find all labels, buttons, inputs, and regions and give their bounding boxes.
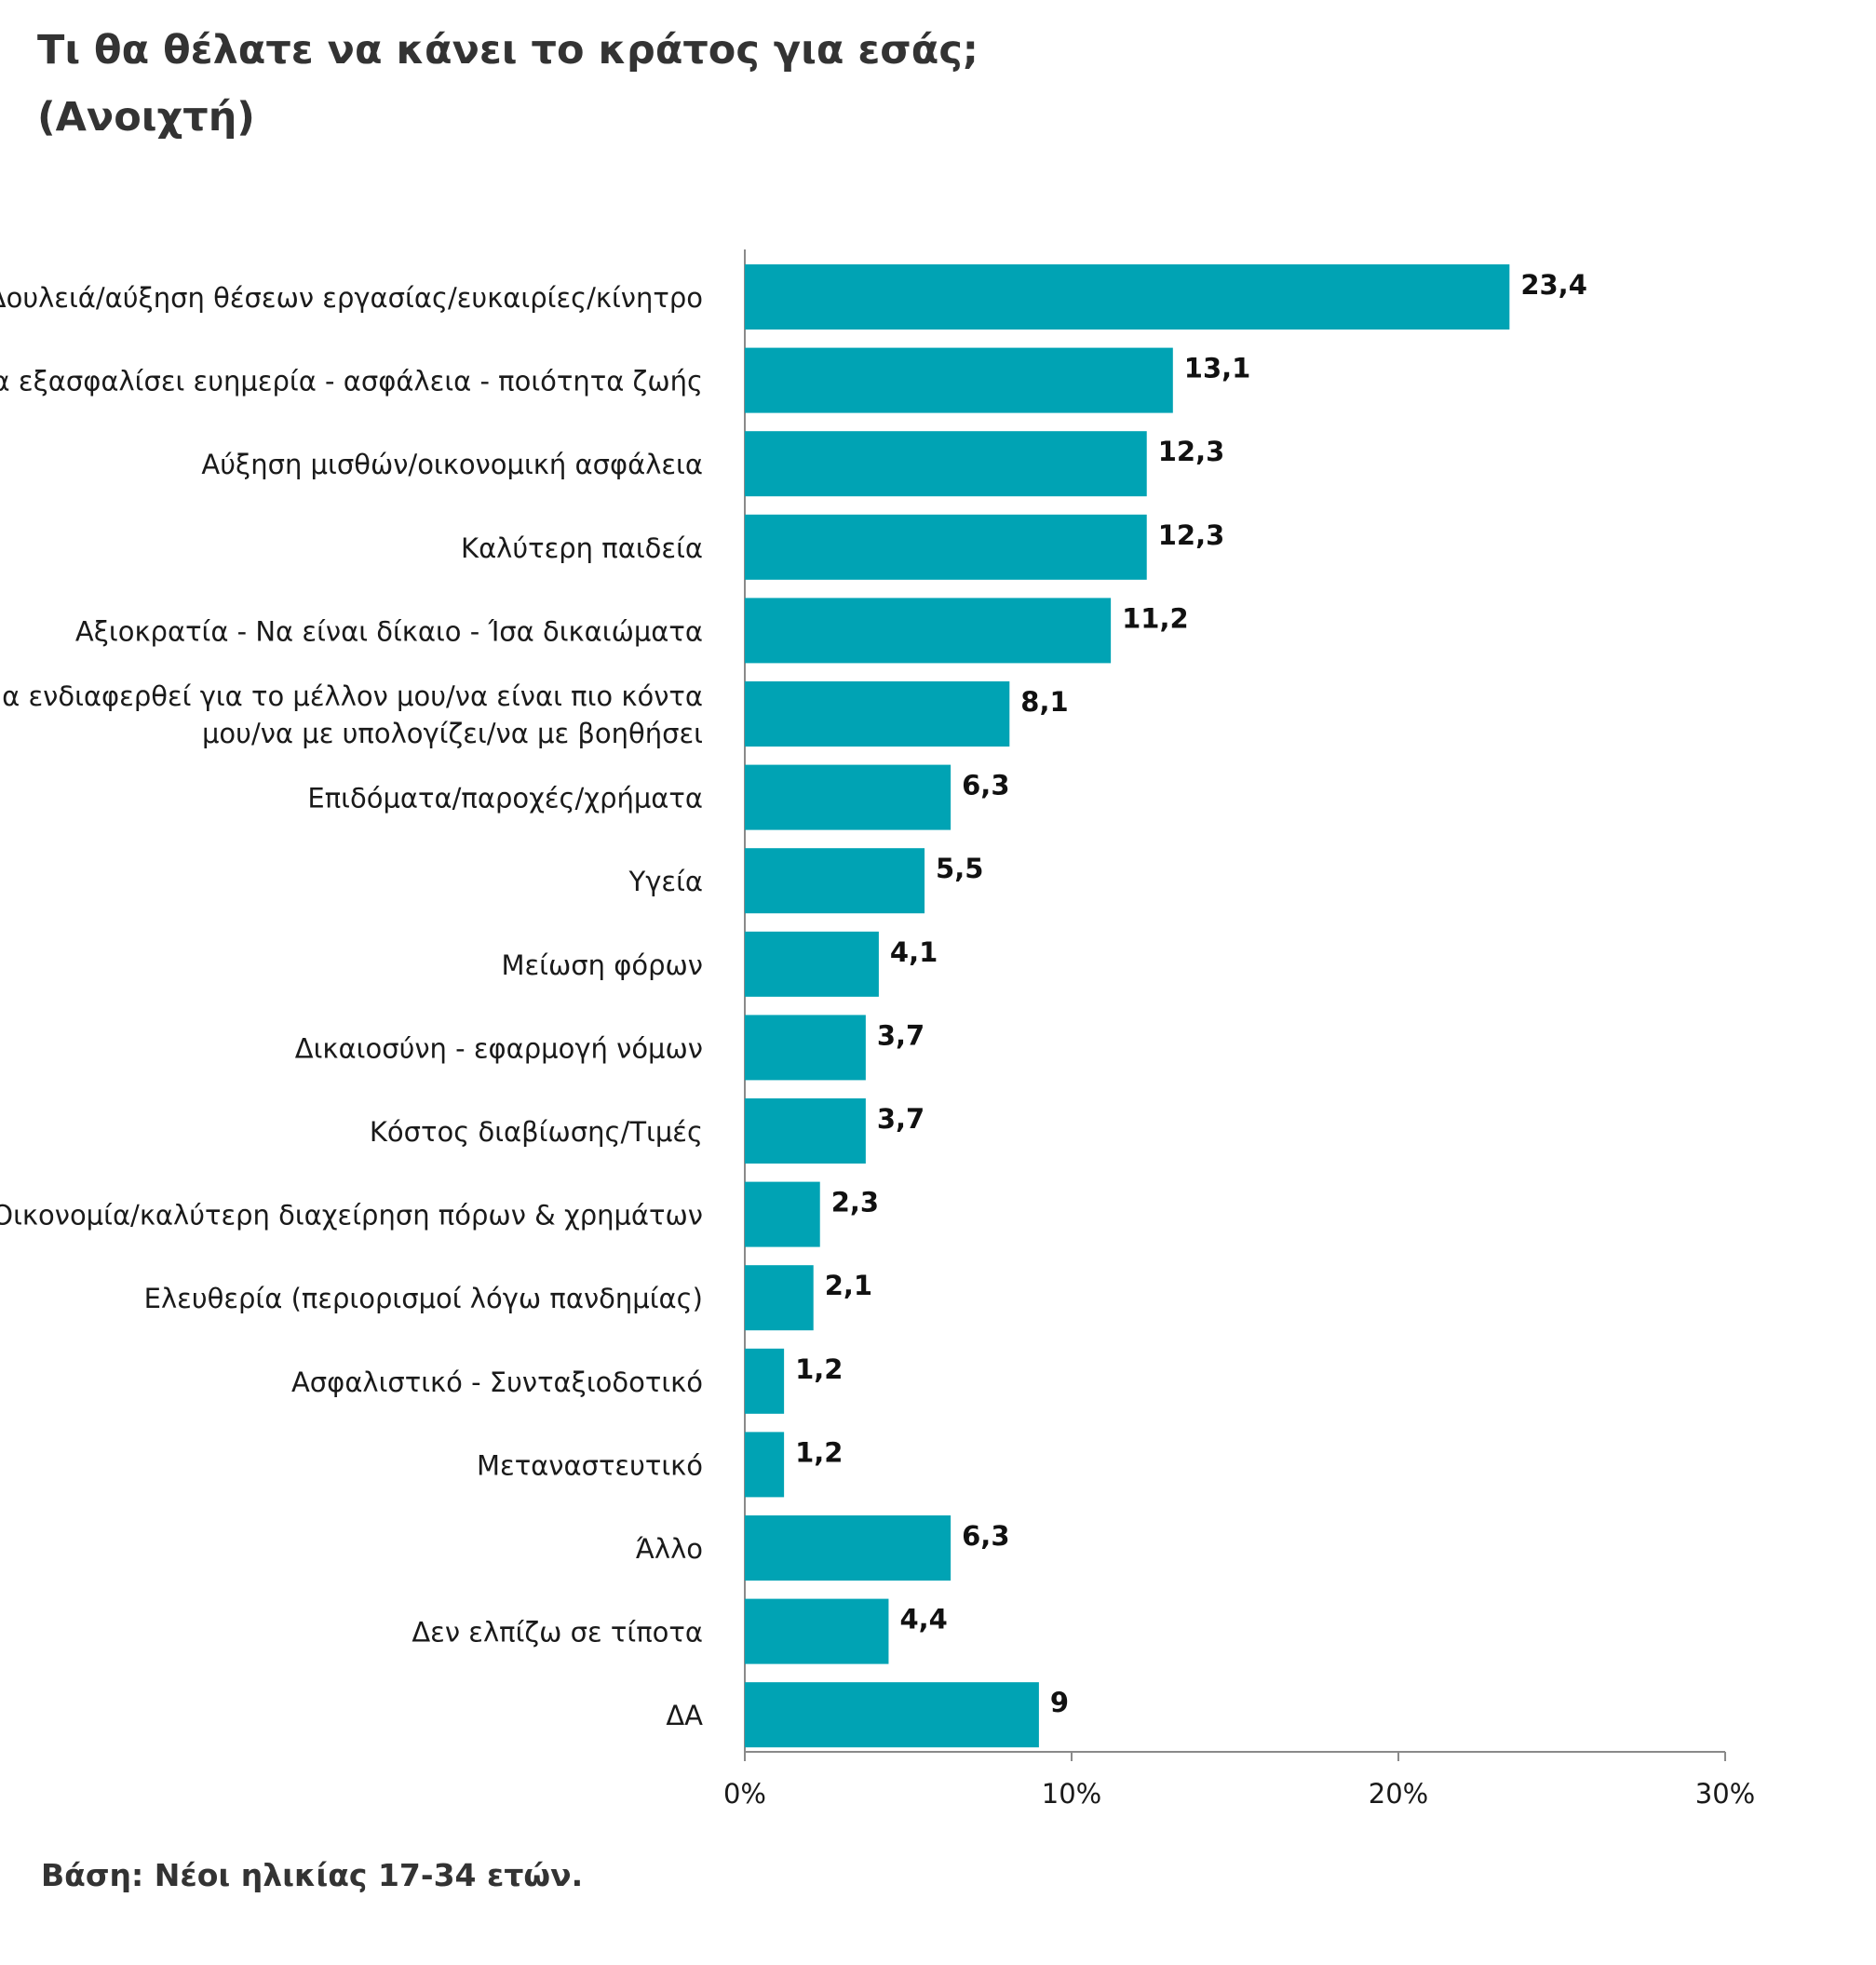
base-footnote: Βάση: Νέοι ηλικίας 17-34 ετών.	[41, 1857, 584, 1893]
x-tick-label: 10%	[1042, 1778, 1101, 1810]
bar	[745, 1348, 785, 1414]
bar	[745, 1515, 951, 1581]
bar-value-label: 6,3	[962, 770, 1009, 801]
bar	[745, 598, 1112, 664]
category-label-line: Επιδόματα/παροχές/χρήματα	[307, 783, 703, 814]
bar-value-label: 1,2	[795, 1353, 843, 1385]
category-label-line: Δεν ελπίζω σε τίποτα	[412, 1617, 703, 1649]
bar	[745, 431, 1147, 497]
x-tick-label: 20%	[1369, 1778, 1428, 1810]
category-label-line: Υγεία	[628, 866, 703, 897]
category-label: Άλλο	[636, 1533, 703, 1565]
category-label: Δουλειά/αύξηση θέσεων εργασίας/ευκαιρίες…	[0, 282, 703, 314]
category-label-line: Αξιοκρατία - Να είναι δίκαιο - Ίσα δικαι…	[75, 615, 703, 647]
chart-title-line-2: (Ανοιχτή)	[37, 94, 255, 141]
bar	[745, 514, 1147, 580]
bar	[745, 347, 1173, 413]
category-label: Μείωση φόρων	[501, 949, 703, 981]
bar-value-label: 3,7	[877, 1103, 925, 1135]
bar-value-label: 2,1	[825, 1270, 872, 1301]
category-label: Αξιοκρατία - Να είναι δίκαιο - Ίσα δικαι…	[75, 615, 703, 647]
category-label: Υγεία	[628, 866, 703, 897]
category-label-line: Να ενδιαφερθεί για το μέλλον μου/να είνα…	[0, 680, 703, 712]
bar-value-label: 23,4	[1520, 269, 1587, 301]
category-label: Αύξηση μισθών/οικονομική ασφάλεια	[201, 449, 703, 480]
bar-value-label: 4,1	[890, 936, 938, 968]
category-label-line: Κόστος διαβίωσης/Τιμές	[370, 1116, 703, 1148]
category-label-line: Οικονομία/καλύτερη διαχείρηση πόρων & χρ…	[0, 1200, 703, 1231]
bar	[745, 681, 1010, 747]
category-label: Κόστος διαβίωσης/Τιμές	[370, 1116, 703, 1148]
bar-value-label: 9	[1050, 1687, 1069, 1718]
x-tick-label: 30%	[1695, 1778, 1755, 1810]
category-label-line: Ασφαλιστικό - Συνταξιοδοτικό	[291, 1366, 703, 1398]
bar	[745, 1265, 814, 1331]
category-label: Δεν ελπίζω σε τίποτα	[412, 1617, 703, 1649]
category-label-line: Μεταναστευτικό	[477, 1449, 703, 1481]
category-label: Να εξασφαλίσει ευημερία - ασφάλεια - ποι…	[0, 366, 703, 397]
bar	[745, 1181, 820, 1247]
category-label-line: Ελευθερία (περιορισμοί λόγω πανδημίας)	[144, 1283, 703, 1314]
bar-value-label: 2,3	[831, 1187, 879, 1218]
category-label-line: Καλύτερη παιδεία	[461, 532, 703, 564]
bar-value-label: 13,1	[1184, 353, 1251, 384]
bar-value-label: 8,1	[1020, 686, 1068, 718]
bar-value-label: 11,2	[1122, 602, 1189, 634]
bar	[745, 931, 879, 997]
bar-value-label: 1,2	[795, 1436, 843, 1468]
category-label: Ασφαλιστικό - Συνταξιοδοτικό	[291, 1366, 703, 1398]
chart-title-line-1: Τι θα θέλατε να κάνει το κράτος για εσάς…	[37, 27, 979, 74]
bar	[745, 1432, 785, 1498]
category-label: Δικαιοσύνη - εφαρμογή νόμων	[295, 1032, 703, 1064]
category-label-line: Άλλο	[636, 1533, 703, 1565]
bar	[745, 1098, 866, 1164]
category-label-line: Αύξηση μισθών/οικονομική ασφάλεια	[201, 449, 703, 480]
category-label-line: Δικαιοσύνη - εφαρμογή νόμων	[295, 1032, 703, 1064]
bar-value-label: 6,3	[962, 1520, 1009, 1552]
category-label: ΔΑ	[666, 1700, 703, 1731]
category-label-line: Δουλειά/αύξηση θέσεων εργασίας/ευκαιρίες…	[0, 282, 703, 314]
bar	[745, 264, 1510, 330]
bar	[745, 848, 925, 914]
category-label-line: μου/να με υπολογίζει/να με βοηθήσει	[202, 718, 703, 749]
bar-value-label: 4,4	[899, 1604, 947, 1635]
category-label: Οικονομία/καλύτερη διαχείρηση πόρων & χρ…	[0, 1200, 703, 1231]
bar-value-label: 12,3	[1158, 436, 1225, 467]
bar-value-label: 12,3	[1158, 519, 1225, 551]
category-label: Να ενδιαφερθεί για το μέλλον μου/να είνα…	[0, 680, 703, 749]
bar-value-label: 3,7	[877, 1019, 925, 1051]
category-label-line: Μείωση φόρων	[501, 949, 703, 981]
bar	[745, 1015, 866, 1081]
x-tick-label: 0%	[723, 1778, 766, 1810]
category-label-line: ΔΑ	[666, 1700, 703, 1731]
category-label-line: Να εξασφαλίσει ευημερία - ασφάλεια - ποι…	[0, 366, 703, 397]
category-label: Καλύτερη παιδεία	[461, 532, 703, 564]
bar-value-label: 5,5	[936, 853, 983, 884]
category-label: Επιδόματα/παροχές/χρήματα	[307, 783, 703, 814]
bar	[745, 1598, 889, 1664]
category-label: Μεταναστευτικό	[477, 1449, 703, 1481]
bar	[745, 1682, 1039, 1748]
bar	[745, 764, 951, 830]
chart-title: Τι θα θέλατε να κάνει το κράτος για εσάς…	[37, 17, 978, 151]
category-label: Ελευθερία (περιορισμοί λόγω πανδημίας)	[144, 1283, 703, 1314]
